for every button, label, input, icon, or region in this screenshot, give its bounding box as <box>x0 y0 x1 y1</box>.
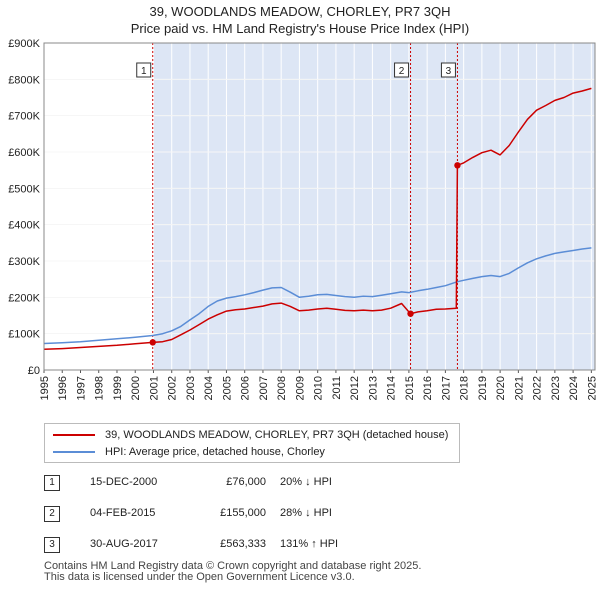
legend-item-property: 39, WOODLANDS MEADOW, CHORLEY, PR7 3QH (… <box>53 427 448 443</box>
transaction-price: £76,000 <box>226 476 266 488</box>
transaction-date: 30-AUG-2017 <box>90 538 158 550</box>
sale-marker-box <box>440 62 456 78</box>
x-tick-label: 2007 <box>258 376 270 400</box>
x-tick-label: 2006 <box>240 376 252 400</box>
x-tick-label: 2020 <box>495 376 507 400</box>
x-tick-label: 2021 <box>513 376 525 400</box>
x-tick-label: 2014 <box>386 376 398 400</box>
property-series-line <box>43 87 592 351</box>
x-tick-label: 2002 <box>167 376 179 400</box>
chart-subtitle: Price paid vs. HM Land Registry's House … <box>130 21 470 36</box>
legend-item-hpi: HPI: Average price, detached house, Chor… <box>53 444 325 460</box>
x-tick-label: 2012 <box>349 376 361 400</box>
x-tick-label: 2016 <box>422 376 434 400</box>
sale-marker-label: 3 <box>446 66 452 77</box>
sale-marker-label: 1 <box>141 66 147 77</box>
transaction-number: 1 <box>44 475 60 491</box>
x-tick-label: 1996 <box>57 376 69 400</box>
sale-marker-box <box>136 62 152 78</box>
x-tick-label: 2017 <box>440 376 452 400</box>
hpi-series-line <box>43 247 592 345</box>
x-tick-label: 2010 <box>313 376 325 400</box>
shaded-region <box>152 43 595 370</box>
x-tick-label: 2001 <box>148 376 160 400</box>
x-tick-label: 2008 <box>276 376 288 400</box>
footer: Contains HM Land Registry data © Crown c… <box>44 561 421 583</box>
sale-point <box>149 339 156 346</box>
x-tick-label: 2011 <box>331 376 343 400</box>
sale-point <box>454 162 461 169</box>
sale-marker-box <box>394 62 410 78</box>
x-tick-label: 2005 <box>221 376 233 400</box>
footer-licence: This data is licensed under the Open Gov… <box>44 571 355 583</box>
x-tick-label: 2019 <box>477 376 489 400</box>
y-tick-label: £200K <box>8 292 40 304</box>
transaction-date: 15-DEC-2000 <box>90 476 158 488</box>
y-tick-label: £100K <box>8 329 40 341</box>
legend: 39, WOODLANDS MEADOW, CHORLEY, PR7 3QH (… <box>44 423 460 463</box>
x-tick-label: 1999 <box>112 376 124 400</box>
transaction-number: 3 <box>44 537 60 553</box>
y-tick-label: £700K <box>8 111 40 123</box>
transaction-price: £563,333 <box>220 538 266 550</box>
y-tick-label: £600K <box>8 147 40 159</box>
sale-marker-label: 2 <box>399 66 405 77</box>
y-tick-label: £500K <box>8 183 40 195</box>
transaction-number: 2 <box>44 506 60 522</box>
footer-copyright: Contains HM Land Registry data © Crown c… <box>44 560 422 572</box>
legend-label-property: 39, WOODLANDS MEADOW, CHORLEY, PR7 3QH (… <box>105 429 449 441</box>
transaction-date: 04-FEB-2015 <box>90 507 156 519</box>
x-tick-label: 2015 <box>404 376 416 400</box>
x-tick-label: 1995 <box>39 376 51 400</box>
x-tick-label: 2024 <box>568 376 580 400</box>
price-chart: £0 £100K £200K £300K £400K £500K £600K £700K £80… <box>8 38 598 400</box>
transaction-hpi-diff: 131% ↑ HPI <box>280 538 339 550</box>
x-tick-label: 2022 <box>532 376 544 400</box>
legend-swatch-hpi <box>53 451 95 453</box>
x-tick-label: 2003 <box>185 376 197 400</box>
transaction-price: £155,000 <box>220 507 266 519</box>
x-tick-label: 1998 <box>94 376 106 400</box>
y-tick-label: £400K <box>8 220 40 232</box>
y-tick-label: £800K <box>8 74 40 86</box>
y-tick-label: £900K <box>8 38 40 50</box>
x-tick-label: 2000 <box>130 376 142 400</box>
x-tick-label: 2009 <box>294 376 306 400</box>
chart-title: 39, WOODLANDS MEADOW, CHORLEY, PR7 3QH <box>149 4 451 19</box>
x-tick-label: 2025 <box>586 376 598 400</box>
plot-border <box>43 42 596 371</box>
transaction-hpi-diff: 28% ↓ HPI <box>280 507 332 519</box>
x-tick-label: 2018 <box>459 376 471 400</box>
y-tick-label: £0 <box>28 365 40 377</box>
x-tick-label: 2013 <box>367 376 379 400</box>
x-tick-label: 1997 <box>75 376 87 400</box>
y-tick-label: £300K <box>8 256 40 268</box>
sale-point <box>407 310 414 317</box>
legend-label-hpi: HPI: Average price, detached house, Chor… <box>105 446 325 458</box>
transaction-hpi-diff: 20% ↓ HPI <box>280 476 332 488</box>
legend-swatch-property <box>53 434 95 436</box>
x-tick-label: 2004 <box>203 376 215 400</box>
x-tick-label: 2023 <box>550 376 562 400</box>
